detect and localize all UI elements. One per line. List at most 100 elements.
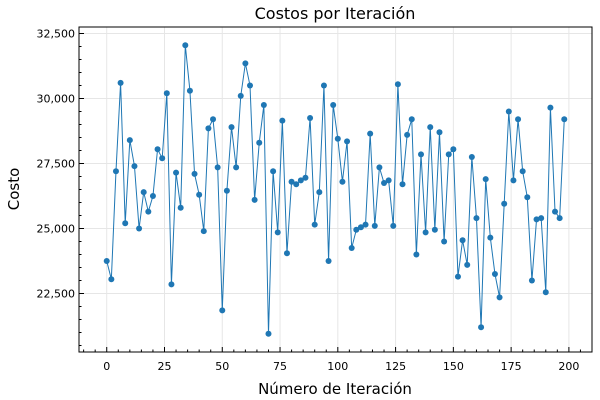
data-point <box>408 116 415 123</box>
data-point <box>140 189 147 196</box>
x-tick-label: 150 <box>443 360 464 373</box>
data-point <box>353 226 360 233</box>
data-point <box>533 216 540 223</box>
data-point <box>547 104 554 111</box>
data-point <box>501 200 508 207</box>
data-point <box>191 170 198 177</box>
data-point <box>154 146 161 153</box>
x-tick-label: 100 <box>327 360 348 373</box>
data-point <box>122 220 129 227</box>
data-point <box>307 115 314 121</box>
data-point <box>325 258 332 264</box>
data-point <box>159 155 166 162</box>
data-point <box>376 164 383 171</box>
data-point <box>168 281 175 288</box>
x-tick-label: 200 <box>558 360 579 373</box>
data-point <box>413 251 420 258</box>
data-point <box>519 168 526 175</box>
data-point <box>214 164 221 171</box>
y-tick-label: 25,000 <box>37 223 76 236</box>
data-point <box>344 138 351 145</box>
data-point <box>478 324 485 331</box>
data-point <box>112 168 119 175</box>
data-point <box>219 307 226 314</box>
data-point <box>288 178 295 185</box>
data-point <box>385 177 392 184</box>
x-tick-label: 75 <box>273 360 287 373</box>
x-axis-title: Número de Iteración <box>258 380 412 398</box>
x-tick-labels: 0 25 50 75 100 125 150 175 200 <box>103 360 579 373</box>
data-point <box>482 176 489 183</box>
data-point <box>431 226 438 233</box>
data-point <box>149 193 156 199</box>
series-points <box>103 42 568 337</box>
data-point <box>459 237 466 244</box>
data-point <box>441 238 448 245</box>
data-point <box>367 130 374 137</box>
y-axis-title: Costo <box>5 168 23 211</box>
grid-lines <box>79 27 592 352</box>
data-point <box>173 169 180 176</box>
data-point <box>524 194 531 201</box>
data-point <box>223 187 230 194</box>
data-point <box>228 124 235 131</box>
data-point <box>418 151 424 158</box>
data-point <box>436 129 443 136</box>
data-point <box>552 208 559 215</box>
data-point <box>515 116 522 123</box>
data-point <box>247 82 253 89</box>
data-point <box>505 108 512 115</box>
x-tick-label: 0 <box>103 360 110 373</box>
data-point <box>381 180 388 186</box>
data-point <box>103 258 110 264</box>
data-point <box>450 146 457 153</box>
y-tick-labels: 22,500 25,000 27,500 30,000 32,500 <box>37 28 76 301</box>
data-point <box>297 177 304 184</box>
data-point <box>210 116 217 123</box>
data-point <box>256 139 263 146</box>
data-point <box>270 168 277 175</box>
data-point <box>283 250 290 257</box>
data-point <box>510 177 517 184</box>
data-point <box>528 277 535 284</box>
y-tick-label: 22,500 <box>37 288 76 301</box>
data-point <box>538 215 545 222</box>
data-point <box>542 289 549 296</box>
data-point <box>182 42 189 49</box>
data-point <box>399 181 406 188</box>
data-point <box>108 276 115 283</box>
data-point <box>293 181 300 188</box>
x-tick-label: 125 <box>385 360 406 373</box>
data-point <box>371 222 378 229</box>
data-point <box>357 224 364 231</box>
data-point <box>251 196 258 203</box>
y-tick-label: 27,500 <box>37 158 76 171</box>
data-point <box>131 163 138 170</box>
y-tick-label: 32,500 <box>37 28 76 41</box>
y-tick-label: 30,000 <box>37 93 76 106</box>
data-point <box>454 273 461 280</box>
data-point <box>163 90 170 97</box>
data-point <box>237 92 244 99</box>
x-tick-label: 25 <box>158 360 172 373</box>
data-point <box>260 102 267 108</box>
x-tick-label: 175 <box>501 360 522 373</box>
data-point <box>445 151 452 158</box>
data-point <box>464 261 471 268</box>
data-point <box>394 81 401 88</box>
data-point <box>496 294 503 301</box>
x-tick-label: 50 <box>215 360 229 373</box>
data-point <box>390 222 397 229</box>
data-point <box>145 208 152 215</box>
data-point <box>196 191 203 198</box>
data-point <box>334 135 341 142</box>
data-point <box>404 131 411 138</box>
data-point <box>242 60 249 67</box>
data-point <box>491 271 498 277</box>
data-point <box>468 154 475 160</box>
data-point <box>316 189 323 196</box>
data-point <box>117 79 124 86</box>
data-point <box>473 215 480 222</box>
